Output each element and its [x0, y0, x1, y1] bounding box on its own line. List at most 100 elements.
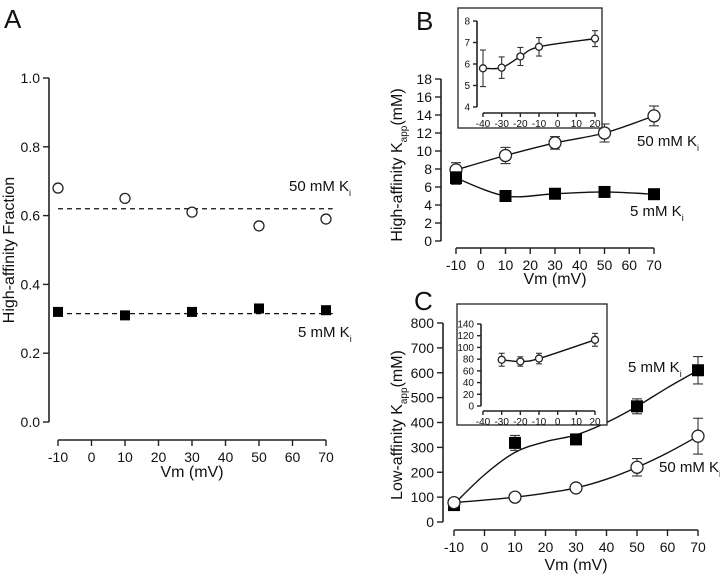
- y-tick-label: 12: [416, 125, 432, 141]
- data-point: [120, 310, 130, 321]
- y-tick-label: 0.6: [21, 208, 41, 224]
- x-tick-label: 50: [251, 449, 267, 465]
- y-tick-label: 8: [424, 161, 432, 177]
- data-point: [119, 192, 131, 205]
- x-tick-label: 20: [522, 257, 538, 273]
- y-tick-label: 14: [416, 107, 432, 123]
- x-tick-label: 20: [589, 119, 601, 130]
- x-tick-label: 60: [621, 257, 637, 273]
- inset-frame: [456, 303, 608, 426]
- data-point: [478, 64, 488, 73]
- y-tick-label: 2: [424, 215, 432, 231]
- data-point: [570, 433, 582, 446]
- y-tick-label: 6: [424, 179, 432, 195]
- data-point: [321, 305, 331, 316]
- y-tick-label: 0.4: [21, 276, 41, 292]
- y-tick-label: 6: [464, 60, 470, 71]
- x-tick-label: 40: [572, 257, 588, 273]
- data-point: [631, 400, 643, 413]
- y-tick-label: 300: [411, 439, 435, 455]
- y-tick-label: 800: [411, 315, 435, 331]
- y-tick-label: 100: [411, 489, 435, 505]
- y-tick-label: 600: [411, 365, 435, 381]
- x-tick-label: 50: [629, 539, 645, 555]
- x-tick-label: 30: [184, 449, 200, 465]
- data-point: [534, 42, 544, 51]
- x-tick-label: 0: [555, 417, 561, 428]
- series-50-mm-ki: [447, 417, 705, 510]
- y-tick-label: 1.0: [21, 70, 41, 86]
- data-point: [186, 206, 198, 218]
- data-point: [590, 34, 600, 43]
- series-50-mm-ki: [52, 182, 333, 232]
- x-tick-label: 70: [318, 449, 334, 465]
- y-tick-label: 0: [468, 402, 474, 413]
- y-tick-label: 16: [416, 89, 432, 105]
- x-tick-label: -40: [476, 119, 491, 130]
- x-tick-label: 60: [285, 449, 301, 465]
- y-tick-label: 60: [463, 366, 475, 377]
- x-tick-label: -30: [494, 119, 509, 130]
- x-tick-label: 30: [547, 257, 563, 273]
- x-tick-label: -10: [48, 449, 68, 465]
- data-point: [516, 357, 525, 366]
- data-point: [590, 335, 600, 344]
- panel-letter: B: [416, 6, 433, 36]
- data-point: [450, 172, 462, 184]
- x-tick-label: -10: [532, 417, 547, 428]
- data-point: [499, 190, 512, 202]
- data-point: [548, 136, 562, 150]
- data-point: [647, 109, 661, 123]
- y-tick-label: 10: [416, 143, 432, 159]
- x-tick-label: -20: [513, 119, 528, 130]
- data-point: [549, 187, 561, 200]
- x-tick-label: 20: [538, 539, 554, 555]
- panel-letter: A: [4, 4, 22, 34]
- y-tick-label: 500: [411, 390, 435, 406]
- y-tick-label: 0.0: [21, 414, 41, 430]
- x-axis-label: Vm (mV): [160, 464, 223, 481]
- x-tick-label: 20: [151, 449, 167, 465]
- data-point: [597, 126, 612, 140]
- data-point: [630, 460, 644, 474]
- series-50-mm-ki: [449, 105, 661, 178]
- y-tick-label: 100: [457, 343, 474, 354]
- data-point: [516, 52, 525, 61]
- x-tick-label: 50: [597, 257, 613, 273]
- series-label-50mm: 50 mM Ki: [659, 459, 720, 479]
- y-tick-label: 8: [464, 17, 470, 28]
- data-point: [497, 63, 506, 72]
- y-tick-label: 0: [426, 514, 434, 530]
- data-point: [509, 436, 521, 449]
- x-tick-label: -10: [446, 257, 466, 273]
- x-tick-label: 60: [660, 539, 676, 555]
- y-tick-label: 400: [411, 415, 435, 431]
- x-tick-label: 0: [477, 257, 485, 273]
- y-tick-label: 40: [463, 378, 475, 389]
- data-point: [253, 220, 265, 232]
- y-axis-label: High-affinity Fraction: [1, 177, 18, 323]
- y-tick-label: 0: [424, 233, 432, 249]
- x-tick-label: 0: [481, 539, 489, 555]
- data-point: [569, 481, 583, 495]
- data-point: [187, 306, 197, 317]
- data-point: [534, 354, 544, 363]
- x-tick-label: 10: [571, 417, 583, 428]
- y-tick-label: 0.8: [21, 139, 41, 155]
- y-tick-label: 0.2: [21, 345, 41, 361]
- series-label-5mm: 5 mM Ki: [630, 203, 684, 223]
- x-tick-label: 30: [568, 539, 584, 555]
- series-label-50mm: 50 mM Ki: [289, 178, 351, 198]
- y-tick-label: 18: [416, 71, 432, 87]
- y-tick-label: 4: [464, 103, 470, 114]
- data-point: [320, 213, 332, 225]
- series-5-mm-ki: [53, 303, 333, 321]
- x-tick-label: -30: [494, 417, 509, 428]
- x-tick-label: 70: [690, 539, 706, 555]
- y-tick-label: 700: [411, 340, 435, 356]
- y-tick-label: 120: [457, 331, 474, 342]
- x-tick-label: 20: [589, 417, 601, 428]
